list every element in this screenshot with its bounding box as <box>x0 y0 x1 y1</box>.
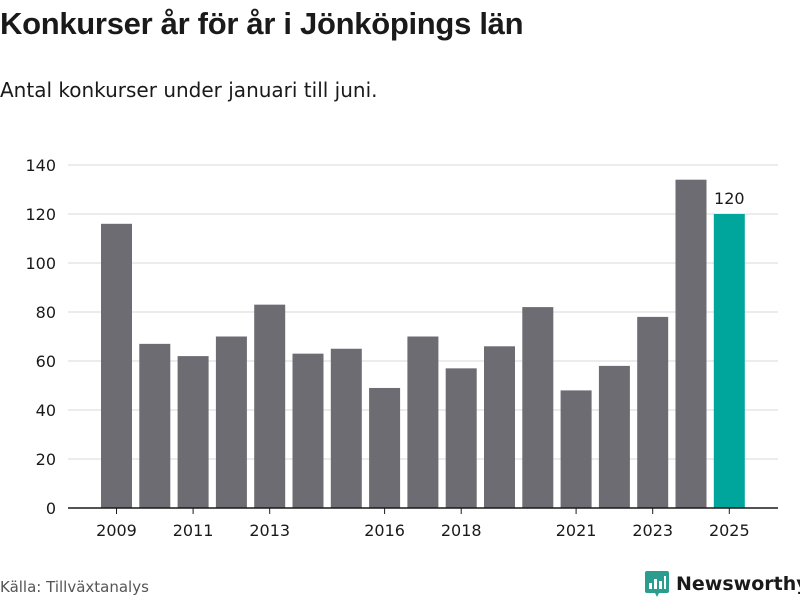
x-tick-label: 2016 <box>364 521 405 540</box>
x-tick-label: 2018 <box>441 521 482 540</box>
bar <box>369 387 401 508</box>
bars <box>101 179 745 509</box>
data-labels: 120 <box>714 189 745 208</box>
bar <box>598 365 630 508</box>
page-subtitle: Antal konkurser under januari till juni. <box>0 78 378 102</box>
bar <box>292 353 324 508</box>
bar <box>675 179 707 508</box>
x-tick-label: 2023 <box>632 521 673 540</box>
x-tick-label: 2021 <box>556 521 597 540</box>
y-tick-label: 60 <box>36 352 56 371</box>
data-label: 120 <box>714 189 745 208</box>
bar <box>637 316 669 508</box>
bar <box>101 223 132 509</box>
bar <box>713 214 745 508</box>
x-tick-label: 2025 <box>709 521 750 540</box>
y-tick-label: 120 <box>25 205 56 224</box>
x-axis-ticks: 2009 2011 2013 2016 2018 2021 2023 2025 <box>96 508 750 540</box>
brand-logo: Newsworthy <box>644 570 800 598</box>
y-axis-ticks: 0 20 40 60 80 100 120 140 <box>25 156 56 518</box>
bar <box>560 390 592 508</box>
bar <box>484 346 515 508</box>
source-note: Källa: Tillväxtanalys <box>0 578 149 596</box>
x-tick-label: 2009 <box>96 521 137 540</box>
bar <box>522 307 554 508</box>
y-tick-label: 40 <box>36 401 56 420</box>
bar <box>254 304 286 508</box>
brand-name: Newsworthy <box>676 573 800 595</box>
bar <box>330 348 362 508</box>
y-tick-label: 80 <box>36 303 56 322</box>
y-tick-label: 0 <box>46 499 56 518</box>
bar <box>407 336 439 508</box>
bar <box>177 356 209 508</box>
bar <box>139 343 171 508</box>
newsworthy-logo-icon <box>645 571 669 597</box>
x-tick-label: 2013 <box>249 521 290 540</box>
bar <box>445 368 477 508</box>
x-tick-label: 2011 <box>173 521 214 540</box>
y-tick-label: 100 <box>25 254 56 273</box>
page-title: Konkurser år för år i Jönköpings län <box>0 6 524 41</box>
y-tick-label: 140 <box>25 156 56 175</box>
bar <box>215 336 247 508</box>
y-tick-label: 20 <box>36 450 56 469</box>
